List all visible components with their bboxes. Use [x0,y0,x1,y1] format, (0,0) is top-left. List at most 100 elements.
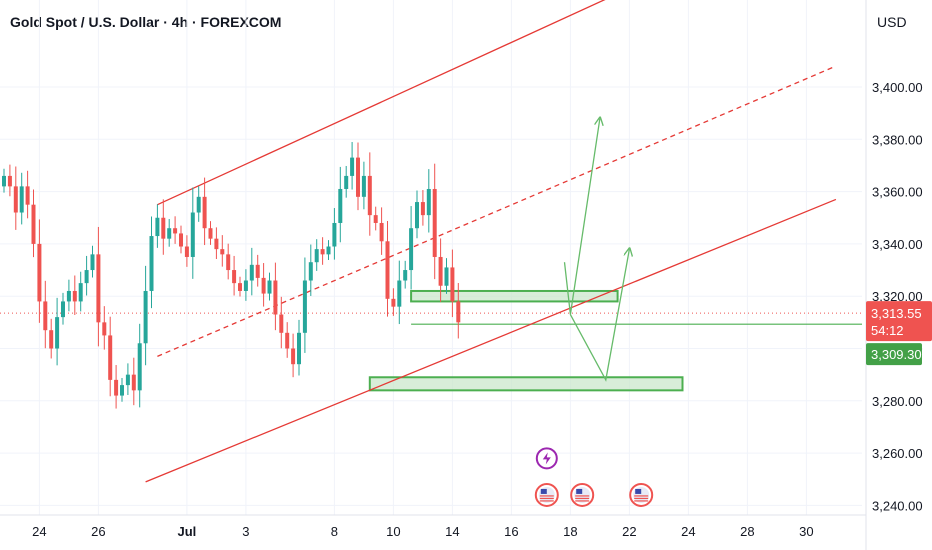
projection-path [563,118,600,315]
x-tick-label: 26 [91,524,105,539]
candle-body [320,249,325,255]
candle-body [96,254,101,323]
y-tick-label: 3,320.00 [872,289,923,304]
candle-body [84,270,89,284]
candle-body [450,267,455,302]
y-tick-label: 3,340.00 [872,237,923,252]
price-axis[interactable]: 3,400.00 3,380.00 3,360.00 3,340.00 3,320.00… [872,80,923,513]
candle-body [55,317,60,349]
candle-body [143,290,148,344]
candle-body [391,298,396,307]
candle-body [25,186,30,205]
candle-body [179,233,183,247]
candle-body [120,385,124,396]
candle-body [125,374,130,386]
channel-mid-line [157,65,837,357]
x-tick-label: Jul [178,524,197,539]
x-tick-label: 30 [799,524,813,539]
candle-body [196,196,201,213]
countdown-text: 54:12 [871,323,904,338]
candle-body [308,262,313,281]
candle-body [444,267,449,286]
candle-body [114,379,119,396]
line-price-text: 3,309.30 [871,347,922,362]
candle-body [37,243,42,302]
candle-body [155,217,160,237]
candle-body [19,186,24,213]
candle-body [7,175,12,187]
support-zones [0,289,862,392]
grid-lines [0,0,867,550]
flag-canton [635,488,642,494]
x-tick-label: 18 [563,524,577,539]
candle-body [456,301,461,323]
candle-body [220,249,225,255]
lightning-icon [542,452,551,465]
candle-body [202,196,207,229]
candle-body [356,157,360,197]
candle-body [285,332,290,349]
price-badges: 3,313.55 54:12 3,309.30 [866,301,932,366]
candle-body [137,343,142,391]
candle-body [90,254,95,271]
support-zone [410,289,619,303]
candle-body [149,236,154,291]
candle-body [314,249,319,263]
candle-body [214,238,219,250]
chart-title: Gold Spot / U.S. Dollar · 4h · FOREXCOM [10,14,282,30]
x-tick-label: 16 [504,524,518,539]
candle-body [415,202,419,229]
current-price-text: 3,313.55 [871,306,922,321]
candle-body [420,202,425,216]
candle-body [379,222,384,242]
candle-body [66,290,71,302]
time-axis[interactable]: 24 26 Jul 3 8 10 14 16 18 22 24 28 30 [32,524,813,539]
candle-body [438,256,443,286]
candle-body [238,283,242,291]
flag-canton [576,488,583,494]
channel-upper-line [157,0,606,206]
candle-body [432,188,437,257]
candle-body [397,280,402,307]
candle-body [131,374,136,391]
candle-body [273,280,278,315]
candle-body [403,270,408,281]
candle-body [161,217,166,239]
candle-body [385,241,390,299]
x-tick-label: 24 [681,524,695,539]
candle-body [49,330,54,349]
x-tick-label: 14 [445,524,459,539]
candle-body [326,246,331,255]
candle-body [350,157,355,176]
y-tick-label: 3,360.00 [872,185,923,200]
candle-body [426,188,431,216]
y-tick-label: 3,400.00 [872,80,923,95]
candle-body [43,301,48,331]
candle-body [13,186,18,213]
candle-body [367,175,372,216]
candle-body [291,348,296,365]
candle-body [72,290,77,302]
current-price-badge [866,301,932,342]
candle-body [31,204,36,244]
candle-body [261,277,266,294]
candle-body [243,280,248,291]
y-tick-label: 3,260.00 [872,446,923,461]
support-zone [368,376,684,392]
x-tick-label: 24 [32,524,46,539]
x-tick-label: 28 [740,524,754,539]
candle-body [344,175,349,189]
x-tick-label: 22 [622,524,636,539]
candle-body [78,283,83,302]
candle-body [279,314,284,333]
candle-body [173,228,178,234]
candle-body [184,246,189,257]
candle-body [190,212,195,257]
candle-body [208,228,213,239]
currency-label[interactable]: USD [877,14,907,30]
event-markers[interactable] [534,447,654,507]
channel-lines [145,0,837,483]
candle-body [297,332,301,365]
candle-body [302,280,307,333]
